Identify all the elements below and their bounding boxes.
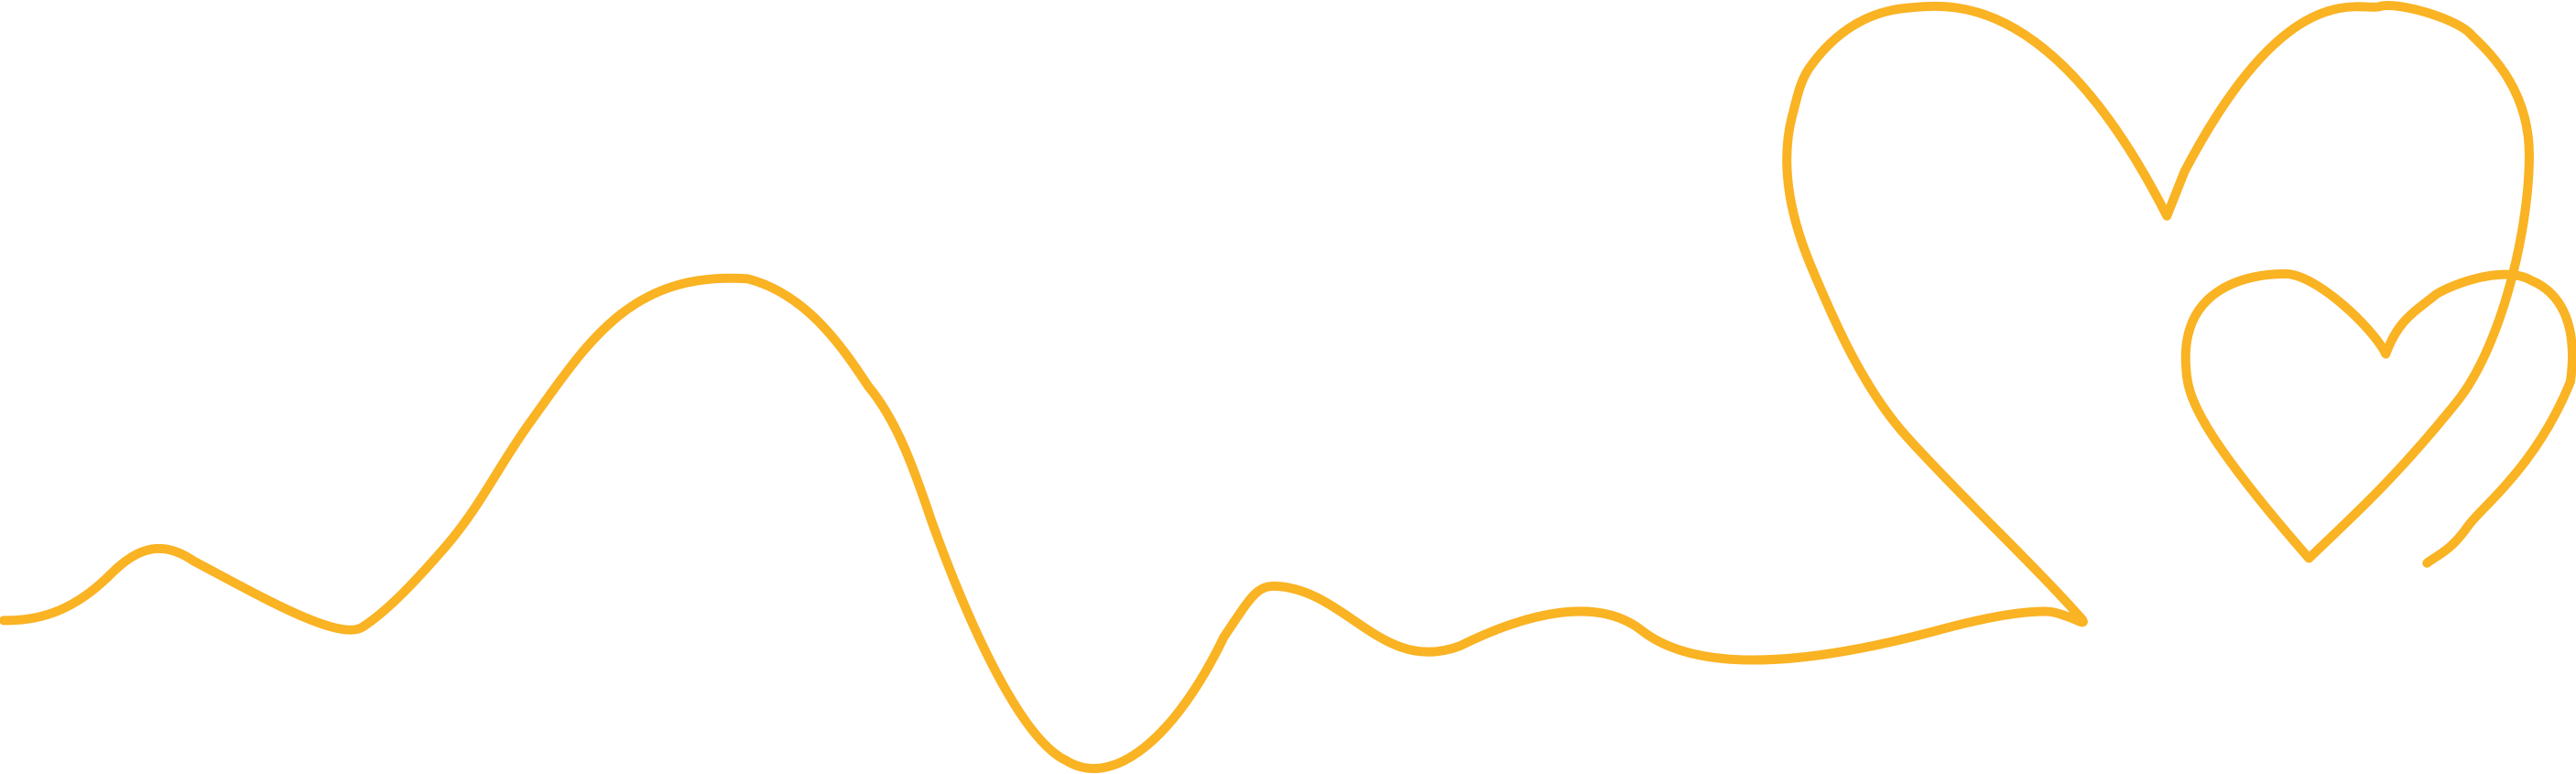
- wavy-line-with-two-hearts: [4, 5, 2572, 769]
